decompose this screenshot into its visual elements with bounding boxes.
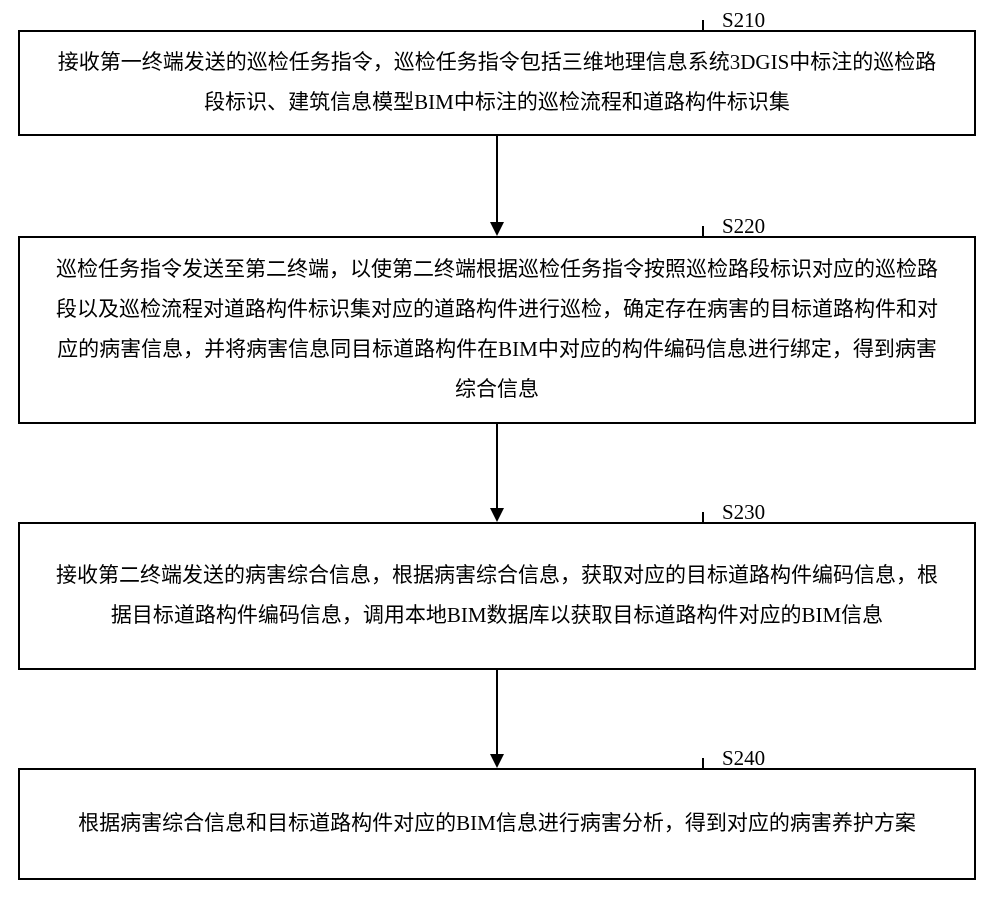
- flow-arrow: [487, 670, 507, 768]
- flow-node-s240: 根据病害综合信息和目标道路构件对应的BIM信息进行病害分析，得到对应的病害养护方…: [18, 768, 976, 880]
- flow-node-text: 巡检任务指令发送至第二终端，以使第二终端根据巡检任务指令按照巡检路段标识对应的巡…: [50, 250, 944, 410]
- flow-arrow: [487, 424, 507, 522]
- flow-node-text: 接收第一终端发送的巡检任务指令，巡检任务指令包括三维地理信息系统3DGIS中标注…: [50, 43, 944, 123]
- flowchart-canvas: S210 接收第一终端发送的巡检任务指令，巡检任务指令包括三维地理信息系统3DG…: [0, 0, 1000, 912]
- flow-node-s210: 接收第一终端发送的巡检任务指令，巡检任务指令包括三维地理信息系统3DGIS中标注…: [18, 30, 976, 136]
- flow-node-s230: 接收第二终端发送的病害综合信息，根据病害综合信息，获取对应的目标道路构件编码信息…: [18, 522, 976, 670]
- step-tick-s230: [702, 512, 704, 522]
- step-tick-s240: [702, 758, 704, 768]
- step-tick-s210: [702, 20, 704, 30]
- step-tick-s220: [702, 226, 704, 236]
- flow-arrow: [487, 136, 507, 236]
- flow-node-text: 根据病害综合信息和目标道路构件对应的BIM信息进行病害分析，得到对应的病害养护方…: [78, 804, 916, 844]
- flow-node-s220: 巡检任务指令发送至第二终端，以使第二终端根据巡检任务指令按照巡检路段标识对应的巡…: [18, 236, 976, 424]
- flow-node-text: 接收第二终端发送的病害综合信息，根据病害综合信息，获取对应的目标道路构件编码信息…: [50, 556, 944, 636]
